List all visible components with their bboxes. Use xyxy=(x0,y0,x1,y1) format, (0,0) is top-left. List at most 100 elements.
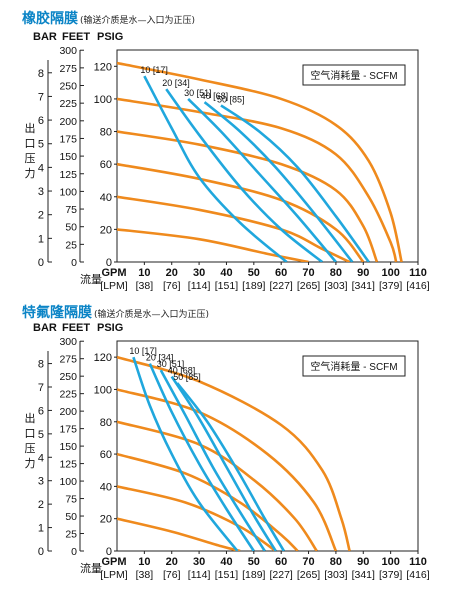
chart-note: (输送介质是水—入口为正压) xyxy=(94,310,210,320)
x-tick-label-lpm: [265] xyxy=(297,569,320,581)
legend-box xyxy=(302,64,406,86)
x-tick-label-lpm: [189] xyxy=(242,569,265,581)
air-curve-label: 20 [34] xyxy=(146,353,174,363)
x-tick-label-lpm: [151] xyxy=(215,280,238,292)
feet-tick-label: 50 xyxy=(65,222,77,234)
x-tick-label-gpm: 90 xyxy=(357,556,369,568)
bar-tick-label: 7 xyxy=(38,382,44,394)
x-tick-label-lpm: [265] xyxy=(297,280,320,292)
feet-tick-label: 125 xyxy=(59,459,77,471)
x-tick-label-gpm: 70 xyxy=(302,556,314,568)
x-tick-label-lpm: [303] xyxy=(324,569,347,581)
pressure-curve xyxy=(117,61,403,262)
air-curve-label: 30 [51] xyxy=(184,88,212,98)
chart-note: (输送介质是水—入口为正压) xyxy=(80,16,196,26)
legend-box xyxy=(302,355,406,377)
pressure-curve xyxy=(117,162,365,262)
x-tick-label-lpm: [341] xyxy=(352,569,375,581)
x-tick-label-gpm: 60 xyxy=(275,267,287,279)
x-tick-label-lpm: [114] xyxy=(188,280,211,292)
bar-header: BAR xyxy=(33,31,57,43)
feet-tick-label: 175 xyxy=(59,133,77,145)
psig-header: PSIG xyxy=(97,31,123,43)
feet-tick-label: 25 xyxy=(65,529,77,541)
y-side-label-char: 压 xyxy=(25,442,36,455)
air-curve-label: 50 [85] xyxy=(173,372,201,382)
bar-tick-label: 4 xyxy=(38,452,44,464)
gpm-header: GPM xyxy=(101,267,126,279)
x-side-label: 流量 xyxy=(80,272,102,286)
y-side-label-char: 口 xyxy=(25,428,36,440)
psig-tick-label: 100 xyxy=(94,94,112,106)
bar-tick-label: 1 xyxy=(38,523,44,535)
air-consumption-curve xyxy=(187,98,337,262)
feet-tick-label: 50 xyxy=(65,511,77,523)
bar-tick-label: 6 xyxy=(38,405,44,417)
pressure-curve xyxy=(117,485,277,551)
psig-tick-label: 20 xyxy=(100,514,112,526)
air-consumption-curve xyxy=(143,75,288,262)
chart-rubber-diaphragm: BAR FEET PSIG出口压力0204060801001200255075100… xyxy=(25,31,430,292)
pressure-curve xyxy=(117,130,379,262)
air-curve-label: 10 [17] xyxy=(140,65,168,75)
feet-header: FEET xyxy=(62,31,90,43)
pressure-curve xyxy=(117,355,351,551)
air-curve-label: 40 [68] xyxy=(201,91,229,101)
psig-tick-label: 60 xyxy=(100,159,112,171)
bar-tick-label: 0 xyxy=(38,257,44,269)
air-curve-label: 30 [51] xyxy=(157,359,185,369)
pressure-curve xyxy=(117,452,299,551)
psig-tick-label: 20 xyxy=(100,224,112,236)
x-tick-label-gpm: 10 xyxy=(138,267,150,279)
feet-tick-label: 25 xyxy=(65,239,77,251)
feet-tick-label: 100 xyxy=(59,476,77,488)
y-side-label-char: 出 xyxy=(25,411,36,425)
feet-tick-label: 200 xyxy=(59,406,77,418)
chart-title: 特氟隆隔膜 xyxy=(22,305,92,321)
legend-label: 空气消耗量 - SCFM xyxy=(310,360,397,373)
x-tick-label-lpm: [151] xyxy=(215,569,238,581)
feet-tick-label: 300 xyxy=(59,336,77,348)
legend-label: 空气消耗量 - SCFM xyxy=(310,69,397,82)
air-consumption-curve xyxy=(203,101,354,262)
feet-tick-label: 250 xyxy=(59,81,77,93)
x-tick-label-gpm: 80 xyxy=(330,267,342,279)
bar-tick-label: 0 xyxy=(38,546,44,558)
air-consumption-curve xyxy=(170,375,277,551)
x-tick-label-lpm: [189] xyxy=(242,280,265,292)
pressure-curve xyxy=(117,517,241,551)
psig-header: PSIG xyxy=(97,322,123,334)
x-tick-label-gpm: 50 xyxy=(248,267,260,279)
pressure-curve xyxy=(117,420,318,551)
bar-header: BAR xyxy=(33,322,57,334)
air-curve-label: 40 [68] xyxy=(168,366,196,376)
psig-tick-label: 120 xyxy=(94,352,112,364)
feet-tick-label: 225 xyxy=(59,389,77,401)
x-tick-label-gpm: 30 xyxy=(193,267,205,279)
x-tick-label-lpm: [114] xyxy=(188,569,211,581)
x-tick-label-lpm: [227] xyxy=(270,569,293,581)
bar-tick-label: 3 xyxy=(38,476,44,488)
y-side-label-char: 口 xyxy=(25,138,36,150)
y-side-label-char: 压 xyxy=(25,152,36,165)
y-side-label-char: 力 xyxy=(25,457,36,470)
feet-tick-label: 200 xyxy=(59,116,77,128)
psig-tick-label: 40 xyxy=(100,481,112,493)
x-tick-label-lpm: [379] xyxy=(379,569,402,581)
psig-tick-label: 120 xyxy=(94,61,112,73)
x-tick-label-gpm: 90 xyxy=(357,267,369,279)
feet-tick-label: 275 xyxy=(59,354,77,366)
psig-tick-label: 0 xyxy=(106,546,112,558)
pressure-curve xyxy=(117,228,309,262)
x-tick-label-gpm: 40 xyxy=(220,267,232,279)
x-tick-label-gpm: 10 xyxy=(138,556,150,568)
feet-tick-label: 275 xyxy=(59,63,77,75)
x-tick-label-gpm: 50 xyxy=(248,556,260,568)
lpm-header: [LPM] xyxy=(100,280,128,292)
x-tick-label-lpm: [416] xyxy=(406,569,429,581)
chart-panel-teflon: 特氟隆隔膜 (输送介质是水—入口为正压) BAR FEET PSIG 出口压力 0 20 40… xyxy=(0,296,461,596)
x-tick-label-lpm: [76] xyxy=(163,569,181,581)
bar-tick-label: 5 xyxy=(38,429,44,441)
bar-tick-label: 2 xyxy=(38,210,44,222)
x-tick-label-lpm: [379] xyxy=(379,280,402,292)
